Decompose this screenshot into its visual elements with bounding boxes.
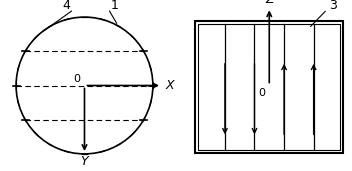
Bar [195,21,343,153]
Text: 4: 4 [63,0,70,12]
Text: 0: 0 [73,74,80,83]
Text: Z: Z [265,0,274,6]
Text: 0: 0 [258,88,265,97]
Text: 3: 3 [329,0,337,12]
Bar [199,24,340,150]
Text: 1: 1 [111,0,118,12]
Text: Y: Y [81,155,88,168]
Text: X: X [165,79,174,92]
